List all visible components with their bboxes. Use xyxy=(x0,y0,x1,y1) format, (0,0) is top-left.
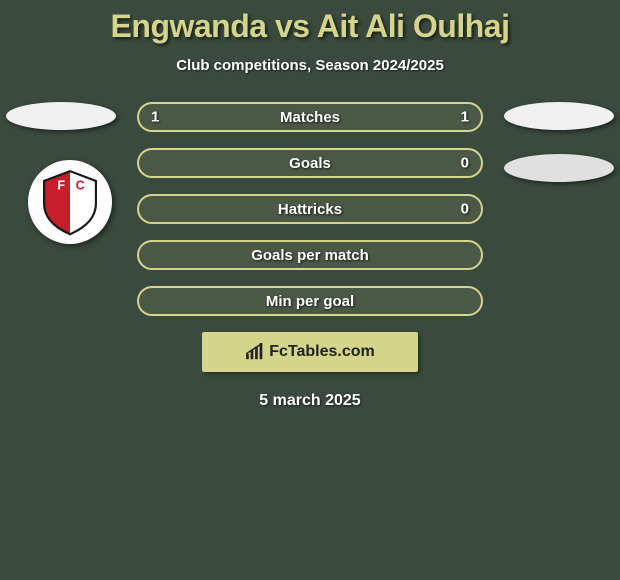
branding-text: FcTables.com xyxy=(269,343,375,361)
stat-label: Matches xyxy=(280,109,340,126)
player-right-pill-1 xyxy=(504,102,614,130)
club-logo-left: F C xyxy=(28,160,112,244)
stat-right-value: 0 xyxy=(461,155,469,172)
season-subtitle: Club competitions, Season 2024/2025 xyxy=(0,57,620,74)
stat-label: Goals per match xyxy=(251,247,369,264)
barchart-icon xyxy=(245,343,267,361)
page-title: Engwanda vs Ait Ali Oulhaj xyxy=(0,0,620,45)
player-left-pill xyxy=(6,102,116,130)
fc-utrecht-shield-icon: F C xyxy=(35,167,105,237)
stat-label: Hattricks xyxy=(278,201,342,218)
date-label: 5 march 2025 xyxy=(0,392,620,410)
stat-right-value: 0 xyxy=(461,201,469,218)
stat-left-value: 1 xyxy=(151,109,159,126)
stat-label: Min per goal xyxy=(266,293,354,310)
svg-text:F: F xyxy=(57,178,65,192)
content-area: F C 1 Matches 1 Goals 0 Hattricks 0 Goal… xyxy=(0,102,620,410)
stat-label: Goals xyxy=(289,155,331,172)
svg-text:C: C xyxy=(76,178,85,192)
stats-list: 1 Matches 1 Goals 0 Hattricks 0 Goals pe… xyxy=(137,102,483,316)
player-right-pill-2 xyxy=(504,154,614,182)
stat-right-value: 1 xyxy=(461,109,469,126)
stat-row-hattricks: Hattricks 0 xyxy=(137,194,483,224)
stat-row-goals-per-match: Goals per match xyxy=(137,240,483,270)
stat-row-goals: Goals 0 xyxy=(137,148,483,178)
branding-badge: FcTables.com xyxy=(202,332,418,372)
stat-row-matches: 1 Matches 1 xyxy=(137,102,483,132)
stat-row-min-per-goal: Min per goal xyxy=(137,286,483,316)
